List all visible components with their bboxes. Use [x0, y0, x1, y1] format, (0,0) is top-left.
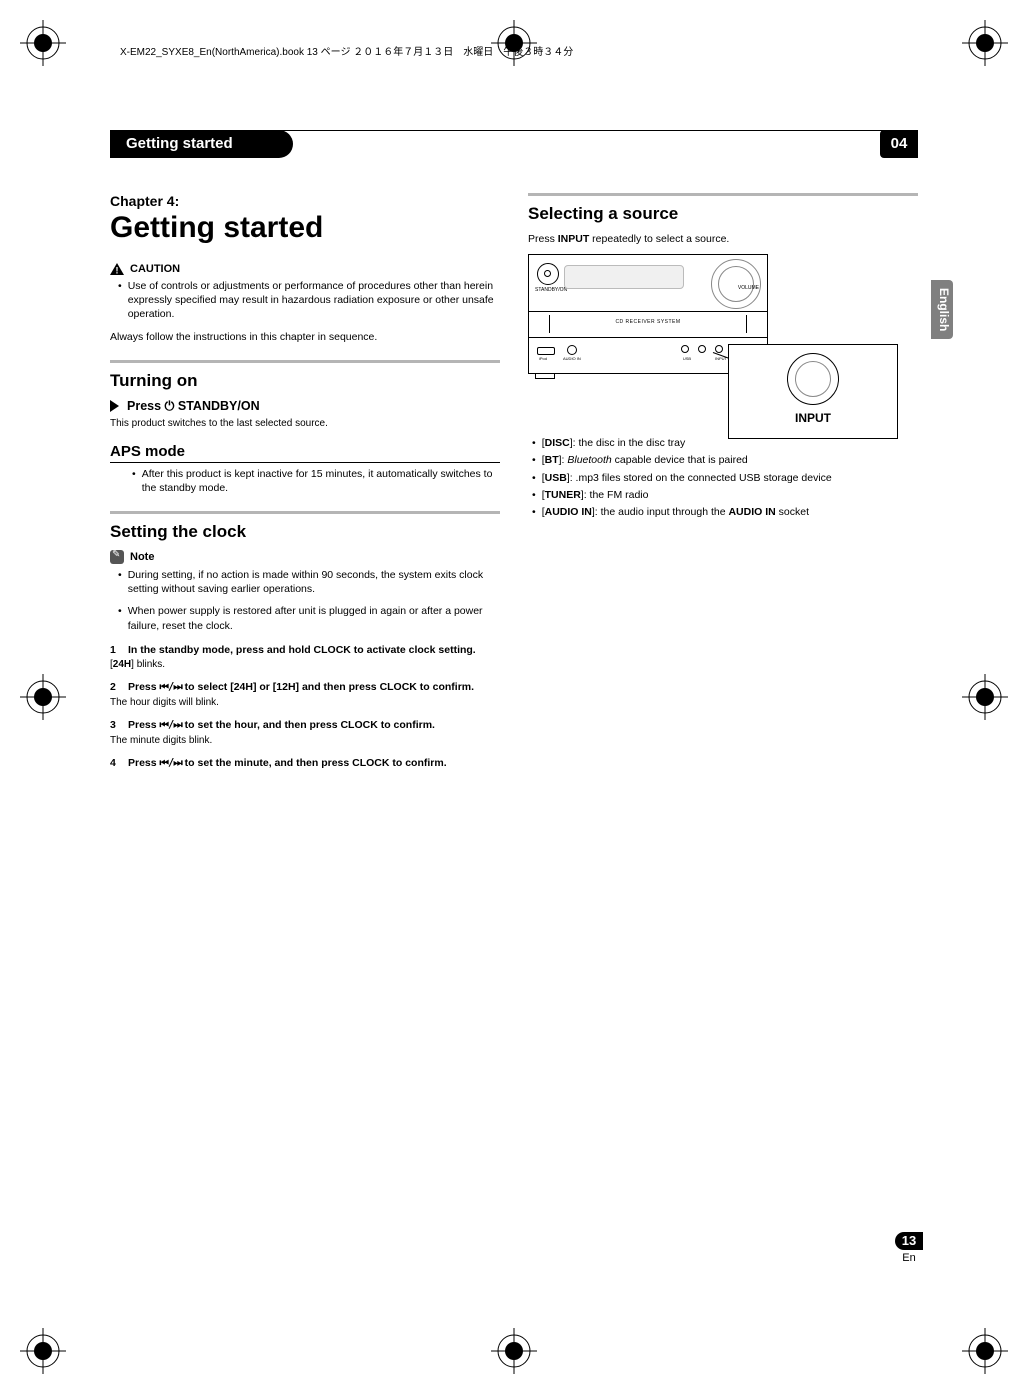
aps-mode-heading: APS mode: [110, 443, 500, 463]
section-divider: [528, 193, 918, 196]
source-item-audioin: •[AUDIO IN]: the audio input through the…: [532, 505, 918, 519]
press-standby-step: Press ⏻ STANDBY/ON: [110, 399, 500, 414]
registration-mark: [491, 1328, 537, 1374]
source-item-bt: •[BT]: Bluetooth capable device that is …: [532, 453, 918, 467]
note-item: •When power supply is restored after uni…: [118, 604, 500, 632]
section-divider: [110, 360, 500, 363]
device-illustration: STANDBY/ON VOLUME CD RECEIVER SYSTEM iPo…: [528, 254, 918, 424]
registration-mark: [20, 674, 66, 720]
step-3: 3Press ⏮/⏭ to set the hour, and then pre…: [110, 718, 500, 733]
caution-body: •Use of controls or adjustments or perfo…: [118, 279, 500, 322]
chapter-header-bar: Getting started 04: [110, 130, 918, 158]
chapter-label: Chapter 4:: [110, 193, 500, 209]
note-item: •During setting, if no action is made wi…: [118, 568, 500, 596]
registration-mark: [962, 674, 1008, 720]
turning-on-body: This product switches to the last select…: [110, 418, 500, 429]
press-standby-text: Press ⏻ STANDBY/ON: [127, 399, 260, 414]
registration-mark: [962, 1328, 1008, 1374]
registration-mark: [20, 20, 66, 66]
section-divider: [110, 511, 500, 514]
left-column: Chapter 4: Getting started ! CAUTION •Us…: [110, 193, 500, 772]
selecting-source-heading: Selecting a source: [528, 204, 918, 224]
step-2: 2Press ⏮/⏭ to select [24H] or [12H] and …: [110, 680, 500, 695]
prev-next-icon: ⏮/⏭: [160, 719, 182, 731]
step-4: 4Press ⏮/⏭ to set the minute, and then p…: [110, 756, 500, 771]
svg-text:!: !: [116, 266, 119, 276]
chapter-header-title: Getting started: [110, 130, 293, 158]
note-heading: Note: [110, 550, 500, 564]
step-2-sub: The hour digits will blink.: [110, 697, 500, 708]
prev-next-icon: ⏮/⏭: [160, 757, 182, 769]
page-number: 13: [895, 1232, 923, 1250]
main-title: Getting started: [110, 211, 500, 245]
registration-mark: [20, 1328, 66, 1374]
caution-label: CAUTION: [130, 263, 180, 275]
input-knob-callout: INPUT: [728, 344, 898, 439]
turning-on-heading: Turning on: [110, 371, 500, 391]
always-follow-text: Always follow the instructions in this c…: [110, 330, 500, 344]
selecting-source-body: Press INPUT repeatedly to select a sourc…: [528, 232, 918, 246]
step-1-sub: [24H] blinks.: [110, 659, 500, 670]
page-language: En: [895, 1252, 923, 1264]
callout-label: INPUT: [729, 411, 897, 425]
prev-next-icon: ⏮/⏭: [160, 681, 182, 693]
setting-clock-heading: Setting the clock: [110, 522, 500, 542]
source-item-tuner: •[TUNER]: the FM radio: [532, 488, 918, 502]
language-side-tab: English: [931, 280, 953, 339]
note-icon: [110, 550, 124, 564]
arrow-icon: [110, 400, 119, 412]
right-column: Selecting a source Press INPUT repeatedl…: [528, 193, 918, 772]
step-3-sub: The minute digits blink.: [110, 735, 500, 746]
step-1: 1In the standby mode, press and hold CLO…: [110, 643, 500, 658]
registration-mark: [962, 20, 1008, 66]
source-list: •[DISC]: the disc in the disc tray •[BT]…: [528, 436, 918, 519]
page-footer: 13 En: [895, 1232, 923, 1264]
aps-mode-body: •After this product is kept inactive for…: [132, 467, 500, 495]
chapter-header-number: 04: [880, 130, 918, 158]
note-label: Note: [130, 551, 154, 563]
source-item-usb: •[USB]: .mp3 files stored on the connect…: [532, 471, 918, 485]
warning-icon: !: [110, 263, 124, 275]
knob-icon: [787, 353, 839, 405]
caution-heading: ! CAUTION: [110, 263, 500, 275]
book-header-line: X-EM22_SYXE8_En(NorthAmerica).book 13 ペー…: [120, 43, 573, 58]
